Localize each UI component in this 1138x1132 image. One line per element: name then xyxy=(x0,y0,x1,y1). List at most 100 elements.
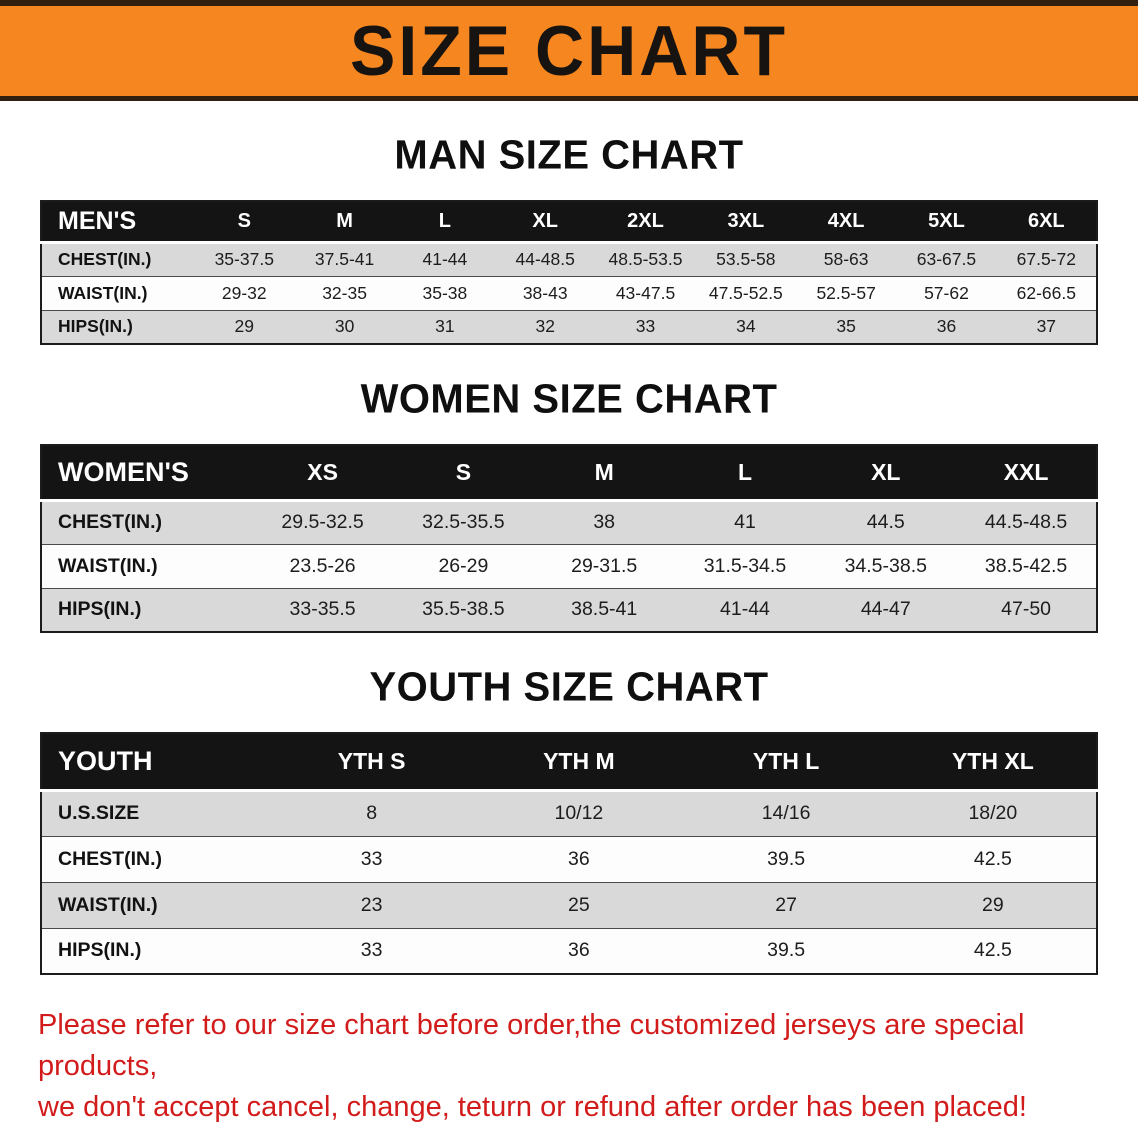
table-row: WAIST(IN.) 23 25 27 29 xyxy=(41,881,1097,928)
size-value-cell: 53.5-58 xyxy=(695,241,796,276)
size-value-cell: 10/12 xyxy=(475,789,683,836)
size-value-cell: 41-44 xyxy=(674,587,816,632)
table-row: HIPS(IN.) 33 36 39.5 42.5 xyxy=(41,927,1097,974)
table-title-cell: MEN'S xyxy=(41,201,195,244)
order-policy-note: Please refer to our size chart before or… xyxy=(38,1005,1100,1129)
size-value-cell: 44-47 xyxy=(815,587,957,632)
size-value-cell: 8 xyxy=(268,789,476,836)
size-value-cell: 41-44 xyxy=(394,241,496,276)
size-value-cell: 44-48.5 xyxy=(495,241,596,276)
men-size-table: MEN'S S M L XL 2XL 3XL 4XL 5XL 6XL CHEST(IN.) 35-37… xyxy=(40,200,1098,345)
size-value-cell: 27 xyxy=(682,881,890,928)
row-label: CHEST(IN.) xyxy=(41,241,195,276)
table-row: WAIST(IN.) 23.5-26 26-29 29-31.5 31.5-34.5 34… xyxy=(41,543,1097,588)
size-column-header: L xyxy=(394,201,496,244)
table-row: WAIST(IN.) 29-32 32-35 35-38 38-43 43-47.5 47.… xyxy=(41,275,1097,310)
size-value-cell: 35 xyxy=(795,309,897,344)
row-label: CHEST(IN.) xyxy=(41,499,253,544)
table-header-row: WOMEN'S XS S M L XL XXL xyxy=(41,445,1097,502)
size-value-cell: 58-63 xyxy=(795,241,897,276)
size-table: WOMEN'S XS S M L XL XXL CHEST(IN.) 29.5-32.5 32.5… xyxy=(40,444,1098,633)
size-value-cell: 37.5-41 xyxy=(294,241,395,276)
size-table: MEN'S S M L XL 2XL 3XL 4XL 5XL 6XL CHEST(IN.) 35-37… xyxy=(40,200,1098,345)
size-value-cell: 36 xyxy=(896,309,997,344)
size-column-header: 6XL xyxy=(996,201,1097,244)
women-size-chart-heading: WOMEN SIZE CHART xyxy=(360,376,778,422)
size-value-cell: 35-38 xyxy=(394,275,496,310)
man-size-chart-heading: MAN SIZE CHART xyxy=(394,132,744,178)
size-column-header: 3XL xyxy=(695,201,796,244)
order-policy-line-1: Please refer to our size chart before or… xyxy=(38,1009,1025,1083)
size-column-header: XL xyxy=(495,201,596,244)
table-row: CHEST(IN.) 29.5-32.5 32.5-35.5 38 41 44.5 44.5… xyxy=(41,499,1097,544)
size-column-header: YTH S xyxy=(268,733,476,792)
size-value-cell: 31 xyxy=(394,309,496,344)
size-value-cell: 39.5 xyxy=(682,835,890,882)
size-column-header: M xyxy=(294,201,395,244)
size-value-cell: 25 xyxy=(475,881,683,928)
size-value-cell: 29-32 xyxy=(194,275,295,310)
size-value-cell: 33 xyxy=(268,835,476,882)
size-value-cell: 35-37.5 xyxy=(194,241,295,276)
table-row: HIPS(IN.) 33-35.5 35.5-38.5 38.5-41 41-44 44-… xyxy=(41,587,1097,632)
size-value-cell: 41 xyxy=(674,499,816,544)
table-title-cell: YOUTH xyxy=(41,733,269,792)
size-chart-banner: SIZE CHART xyxy=(0,0,1138,101)
size-column-header: XXL xyxy=(956,445,1097,502)
women-size-table: WOMEN'S XS S M L XL XXL CHEST(IN.) 29.5-32.5 32.5… xyxy=(40,444,1098,633)
size-table: YOUTH YTH S YTH M YTH L YTH XL U.S.SIZE 8 10/12… xyxy=(40,732,1098,975)
size-value-cell: 44.5 xyxy=(815,499,957,544)
size-column-header: M xyxy=(533,445,675,502)
size-value-cell: 67.5-72 xyxy=(996,241,1097,276)
size-value-cell: 18/20 xyxy=(889,789,1097,836)
size-value-cell: 42.5 xyxy=(889,835,1097,882)
size-value-cell: 42.5 xyxy=(889,927,1097,974)
youth-size-table: YOUTH YTH S YTH M YTH L YTH XL U.S.SIZE 8 10/12… xyxy=(40,732,1098,975)
size-value-cell: 37 xyxy=(996,309,1097,344)
size-column-header: XS xyxy=(252,445,393,502)
size-value-cell: 63-67.5 xyxy=(896,241,997,276)
banner-title: SIZE CHART xyxy=(350,11,788,91)
size-value-cell: 47-50 xyxy=(956,587,1097,632)
size-value-cell: 35.5-38.5 xyxy=(392,587,534,632)
row-label: HIPS(IN.) xyxy=(41,309,195,344)
order-policy-line-2: we don't accept cancel, change, teturn o… xyxy=(38,1091,1027,1124)
table-header-row: MEN'S S M L XL 2XL 3XL 4XL 5XL 6XL xyxy=(41,201,1097,244)
row-label: CHEST(IN.) xyxy=(41,835,269,882)
row-label: WAIST(IN.) xyxy=(41,881,269,928)
size-value-cell: 31.5-34.5 xyxy=(674,543,816,588)
size-column-header: YTH L xyxy=(682,733,890,792)
size-value-cell: 36 xyxy=(475,835,683,882)
size-value-cell: 38-43 xyxy=(495,275,596,310)
size-value-cell: 36 xyxy=(475,927,683,974)
size-value-cell: 29 xyxy=(889,881,1097,928)
row-label: WAIST(IN.) xyxy=(41,275,195,310)
size-column-header: S xyxy=(194,201,295,244)
size-value-cell: 38 xyxy=(533,499,675,544)
size-column-header: XL xyxy=(815,445,957,502)
table-row: HIPS(IN.) 29 30 31 32 33 34 35 36 37 xyxy=(41,309,1097,344)
size-value-cell: 34 xyxy=(695,309,796,344)
size-value-cell: 14/16 xyxy=(682,789,890,836)
size-column-header: S xyxy=(392,445,534,502)
size-value-cell: 32-35 xyxy=(294,275,395,310)
size-value-cell: 48.5-53.5 xyxy=(595,241,696,276)
size-value-cell: 32 xyxy=(495,309,596,344)
youth-size-chart-heading: YOUTH SIZE CHART xyxy=(369,664,769,710)
table-row: CHEST(IN.) 33 36 39.5 42.5 xyxy=(41,835,1097,882)
size-value-cell: 26-29 xyxy=(392,543,534,588)
size-value-cell: 43-47.5 xyxy=(595,275,696,310)
size-value-cell: 52.5-57 xyxy=(795,275,897,310)
size-value-cell: 33 xyxy=(268,927,476,974)
row-label: U.S.SIZE xyxy=(41,789,269,836)
size-value-cell: 39.5 xyxy=(682,927,890,974)
size-value-cell: 23.5-26 xyxy=(252,543,393,588)
size-value-cell: 44.5-48.5 xyxy=(956,499,1097,544)
row-label: HIPS(IN.) xyxy=(41,927,269,974)
size-value-cell: 34.5-38.5 xyxy=(815,543,957,588)
size-value-cell: 47.5-52.5 xyxy=(695,275,796,310)
size-value-cell: 23 xyxy=(268,881,476,928)
size-value-cell: 30 xyxy=(294,309,395,344)
row-label: WAIST(IN.) xyxy=(41,543,253,588)
